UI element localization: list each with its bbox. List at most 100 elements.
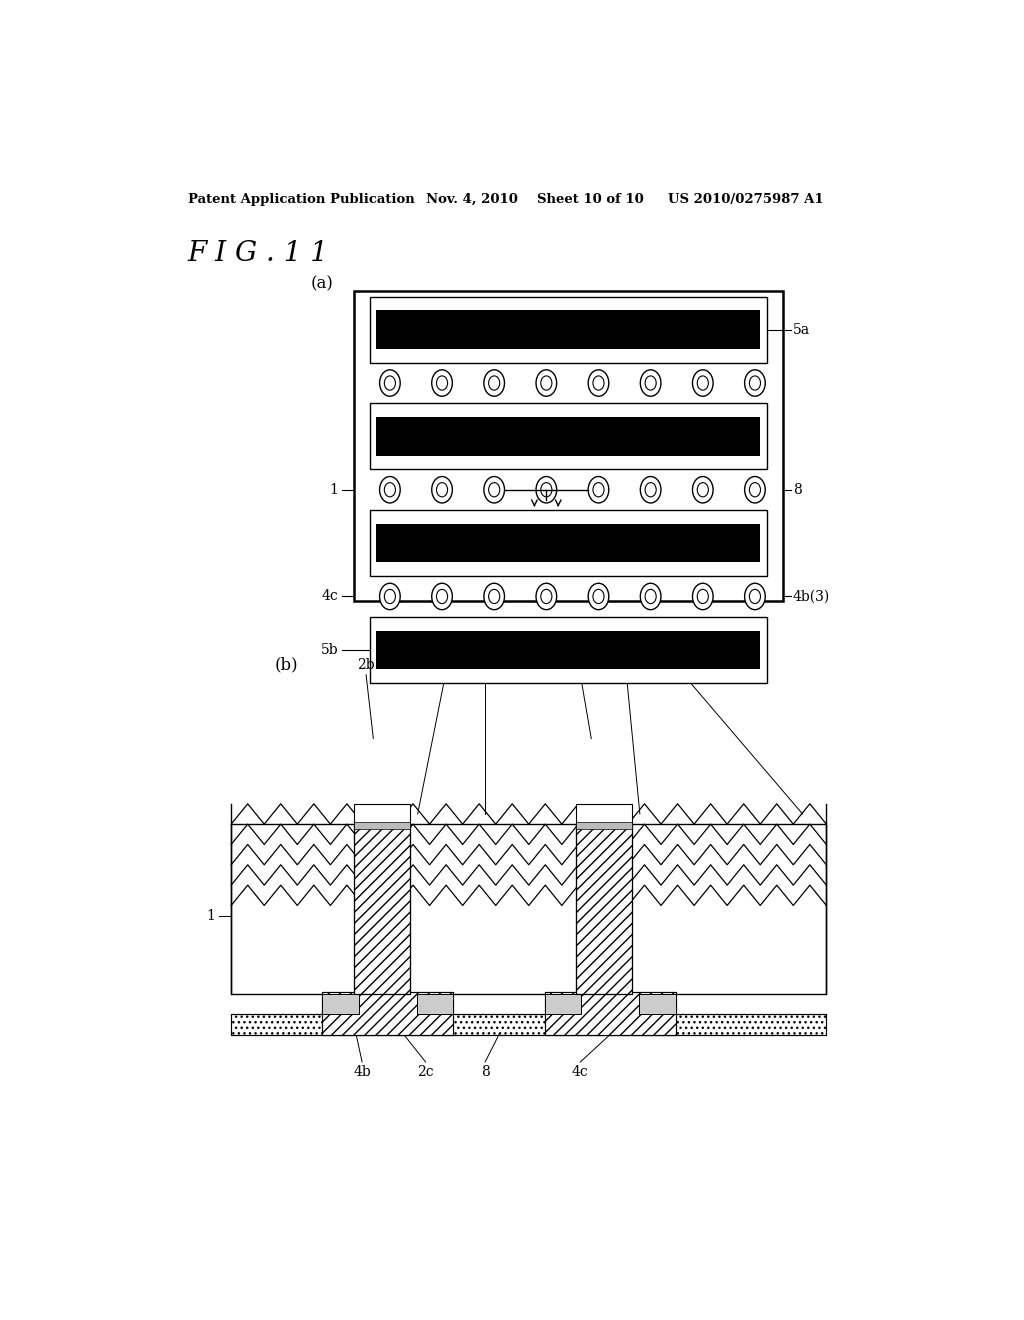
Circle shape: [593, 483, 604, 496]
Circle shape: [536, 370, 557, 396]
Circle shape: [484, 583, 505, 610]
Circle shape: [640, 370, 660, 396]
Bar: [354, 824, 410, 994]
Circle shape: [645, 589, 656, 603]
Circle shape: [384, 589, 395, 603]
Bar: [377, 310, 761, 348]
Text: Patent Application Publication: Patent Application Publication: [187, 193, 415, 206]
Text: 1: 1: [330, 483, 338, 496]
Circle shape: [750, 376, 761, 391]
Text: 1a: 1a: [675, 657, 692, 672]
Bar: [577, 822, 632, 829]
Bar: [354, 739, 410, 825]
Bar: [577, 804, 632, 994]
Circle shape: [541, 483, 552, 496]
Text: 4c: 4c: [322, 590, 338, 603]
Text: F I G . 1 1: F I G . 1 1: [187, 240, 329, 267]
Circle shape: [384, 483, 395, 496]
Circle shape: [697, 589, 709, 603]
Circle shape: [380, 477, 400, 503]
Bar: [417, 994, 454, 1014]
Circle shape: [692, 370, 713, 396]
Bar: [323, 994, 359, 1014]
Bar: [577, 824, 632, 994]
Text: 5a: 5a: [793, 322, 810, 337]
Text: 1: 1: [207, 908, 215, 923]
Bar: [577, 739, 632, 825]
Circle shape: [436, 483, 447, 496]
Circle shape: [593, 589, 604, 603]
Circle shape: [645, 376, 656, 391]
Circle shape: [640, 583, 660, 610]
Bar: [370, 404, 767, 470]
Text: Nov. 4, 2010: Nov. 4, 2010: [426, 193, 517, 206]
Bar: [545, 994, 582, 1014]
Text: 2c: 2c: [418, 1065, 434, 1078]
Text: 2b: 2b: [357, 657, 375, 672]
Text: 8: 8: [480, 1065, 489, 1078]
Circle shape: [744, 583, 765, 610]
Circle shape: [640, 477, 660, 503]
Circle shape: [484, 370, 505, 396]
Bar: [377, 631, 761, 669]
Text: 7: 7: [480, 657, 489, 672]
Circle shape: [750, 589, 761, 603]
Bar: [354, 804, 410, 994]
Circle shape: [436, 376, 447, 391]
Text: 5b: 5b: [321, 643, 338, 657]
Circle shape: [432, 370, 453, 396]
Circle shape: [588, 477, 609, 503]
Bar: [370, 297, 767, 363]
Bar: [370, 616, 767, 682]
Circle shape: [750, 483, 761, 496]
Bar: [231, 1014, 826, 1035]
Circle shape: [692, 477, 713, 503]
Circle shape: [384, 376, 395, 391]
Text: Sheet 10 of 10: Sheet 10 of 10: [537, 193, 643, 206]
Circle shape: [744, 370, 765, 396]
Text: 4b: 4b: [353, 1065, 371, 1078]
Text: 8: 8: [793, 483, 802, 496]
Bar: [545, 991, 676, 1035]
Circle shape: [697, 483, 709, 496]
Bar: [639, 994, 676, 1014]
Text: (a): (a): [310, 276, 334, 292]
Text: 3: 3: [622, 657, 631, 672]
Text: 4b(3): 4b(3): [793, 590, 830, 603]
Text: 4a: 4a: [571, 657, 589, 672]
Bar: [354, 822, 410, 829]
Bar: [323, 991, 454, 1035]
Circle shape: [541, 376, 552, 391]
Circle shape: [536, 477, 557, 503]
Circle shape: [432, 477, 453, 503]
Circle shape: [488, 589, 500, 603]
Circle shape: [541, 589, 552, 603]
Circle shape: [380, 370, 400, 396]
Bar: [545, 991, 676, 1035]
Circle shape: [488, 483, 500, 496]
Circle shape: [432, 583, 453, 610]
Circle shape: [536, 583, 557, 610]
Bar: [231, 1014, 826, 1035]
Bar: [370, 510, 767, 576]
Circle shape: [692, 583, 713, 610]
Bar: [354, 824, 410, 994]
Circle shape: [484, 477, 505, 503]
Text: (b): (b): [274, 656, 298, 673]
Bar: [377, 524, 761, 562]
Bar: [354, 290, 782, 601]
Circle shape: [645, 483, 656, 496]
Text: 2a: 2a: [437, 657, 454, 672]
Bar: [323, 991, 454, 1035]
Circle shape: [436, 589, 447, 603]
Circle shape: [588, 370, 609, 396]
Text: US 2010/0275987 A1: US 2010/0275987 A1: [668, 193, 823, 206]
Bar: [231, 824, 826, 994]
Circle shape: [697, 376, 709, 391]
Circle shape: [488, 376, 500, 391]
Circle shape: [744, 477, 765, 503]
Circle shape: [380, 583, 400, 610]
Bar: [577, 824, 632, 994]
Text: 4c: 4c: [572, 1065, 589, 1078]
Circle shape: [588, 583, 609, 610]
